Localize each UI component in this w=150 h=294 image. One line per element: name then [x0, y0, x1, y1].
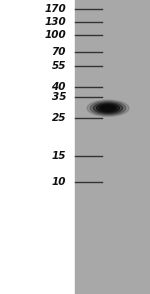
Text: 170: 170 — [44, 4, 66, 14]
Text: 15: 15 — [51, 151, 66, 161]
Text: 25: 25 — [51, 113, 66, 123]
Ellipse shape — [93, 103, 123, 114]
Bar — [75, 0, 150, 294]
Ellipse shape — [90, 101, 126, 115]
Ellipse shape — [105, 107, 111, 109]
Text: 40: 40 — [51, 82, 66, 92]
Ellipse shape — [87, 100, 129, 116]
Ellipse shape — [103, 106, 113, 110]
Text: 10: 10 — [51, 177, 66, 187]
Text: 130: 130 — [44, 17, 66, 27]
Text: 100: 100 — [44, 30, 66, 40]
Text: 55: 55 — [51, 61, 66, 71]
Ellipse shape — [100, 105, 116, 111]
Text: 35: 35 — [51, 92, 66, 102]
Text: 70: 70 — [51, 47, 66, 57]
Ellipse shape — [96, 104, 120, 113]
